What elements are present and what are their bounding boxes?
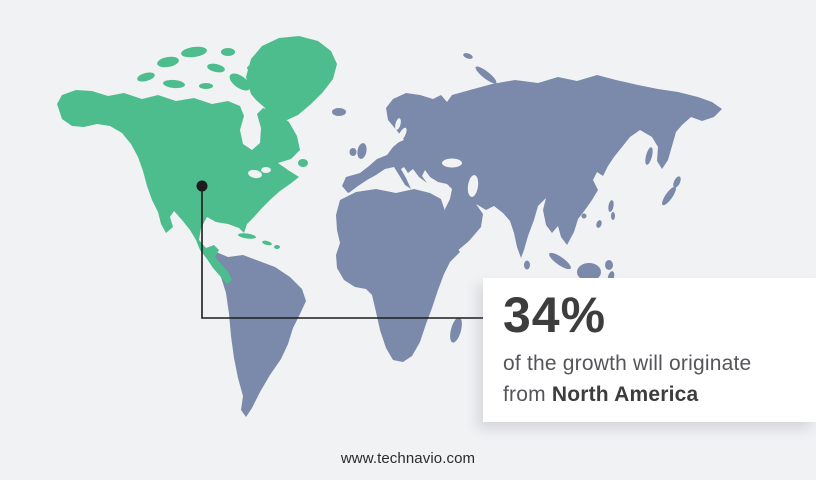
- island-ireland: [349, 148, 357, 156]
- island-cuba: [238, 233, 256, 239]
- island-arctic-4: [207, 63, 225, 73]
- island-arctic-2: [157, 56, 179, 68]
- island-group-land: [332, 53, 681, 343]
- island-hispaniola: [262, 240, 272, 246]
- island-philippines-mid: [611, 212, 615, 220]
- continent-eurasia: [342, 75, 722, 258]
- island-svalbard: [463, 53, 473, 59]
- island-arctic-6: [221, 48, 235, 56]
- island-caribbean-dot: [274, 245, 280, 249]
- continent-north-america: [57, 90, 300, 284]
- island-borneo: [577, 263, 601, 281]
- continent-south-america: [210, 252, 306, 417]
- stat-description-line1: of the growth will originate: [503, 352, 752, 375]
- island-japan-hokkaido: [673, 176, 681, 188]
- island-arctic-8: [199, 83, 213, 89]
- island-arctic-1: [137, 72, 155, 82]
- island-japan-honshu: [662, 186, 676, 206]
- callout-connector-line: [201, 190, 484, 319]
- black-sea: [442, 158, 462, 168]
- caspian-sea: [467, 175, 479, 197]
- island-hainan: [581, 213, 587, 219]
- great-lakes-east: [261, 167, 271, 173]
- island-philippines-north: [608, 200, 614, 212]
- great-lakes-west: [248, 169, 262, 179]
- island-madagascar: [450, 317, 462, 343]
- island-arctic-3: [181, 46, 207, 58]
- stat-callout-card: 34% of the growth will originate from No…: [483, 278, 816, 422]
- location-marker-dot[interactable]: [196, 180, 208, 192]
- island-sri-lanka: [524, 260, 530, 270]
- hudson-bay: [242, 120, 260, 146]
- island-iceland: [332, 108, 346, 116]
- island-novaya-zemlya: [475, 66, 497, 84]
- highlighted-region-name: North America: [551, 383, 699, 406]
- stat-description: of the growth will originate from North …: [503, 348, 798, 410]
- gulf-of-bothnia: [395, 118, 401, 130]
- region-greenland: [246, 36, 337, 121]
- continent-africa: [336, 189, 460, 362]
- website-url[interactable]: www.technavio.com: [340, 450, 476, 467]
- island-newfoundland: [298, 159, 308, 167]
- stat-description-prefix: from: [503, 383, 552, 406]
- island-baffin: [229, 73, 251, 91]
- island-great-britain: [357, 143, 367, 159]
- baltic-sea: [397, 127, 407, 143]
- island-philippines-south: [605, 260, 613, 270]
- island-sakhalin: [645, 147, 653, 165]
- stat-value: 34%: [503, 287, 607, 343]
- lake-group: [242, 118, 479, 197]
- island-arctic-5: [163, 79, 185, 89]
- island-sumatra: [549, 252, 571, 270]
- island-taiwan: [596, 220, 602, 228]
- island-arctic-7: [247, 65, 257, 71]
- island-group-highlight: [137, 46, 308, 249]
